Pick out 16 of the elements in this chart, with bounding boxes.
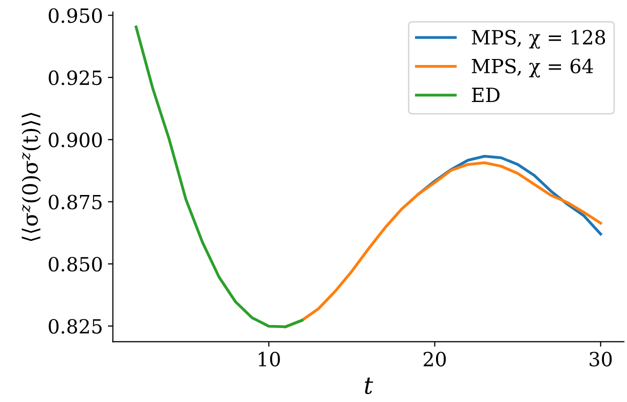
y-axis-title: ⟨⟨σ$^{z}$(0)σ$^{z}$(t)⟩⟩ [22,112,41,242]
legend-label: MPS, χ = 128 [472,30,606,49]
x-tick-label: 10 [258,352,280,366]
x-axis-title: t [364,378,374,394]
x-tick-label: 30 [590,352,612,366]
y-tick-label: 0.950 [48,8,102,23]
legend-label: MPS, χ = 64 [472,58,594,78]
x-tick-label: 20 [424,352,446,366]
y-tick-label: 0.875 [48,194,102,210]
y-tick-label: 0.900 [48,132,102,148]
y-tick-label: 0.925 [48,70,102,86]
y-tick-label: 0.850 [48,256,102,272]
line-series [134,26,304,328]
y-tick-label: 0.825 [48,318,102,334]
legend-label: ED [472,88,500,102]
line-series [284,161,602,328]
